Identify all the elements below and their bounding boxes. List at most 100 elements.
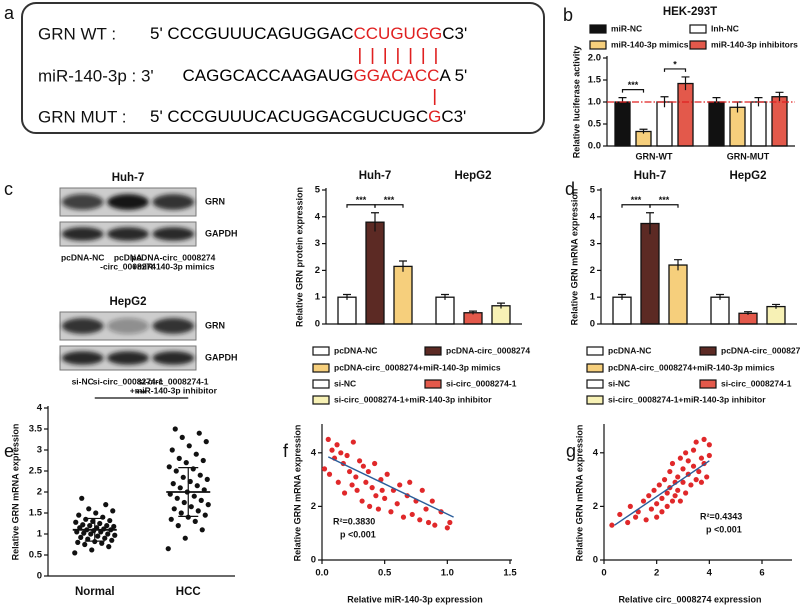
data-point xyxy=(423,506,429,512)
legend-label: miR-140-3p mimics xyxy=(611,39,689,49)
data-point xyxy=(205,502,211,508)
data-point xyxy=(109,537,115,543)
bar xyxy=(750,101,767,147)
y-tick-label: 2.5 xyxy=(29,466,43,477)
data-point xyxy=(664,490,670,496)
data-point xyxy=(419,487,425,493)
y-axis-label: Relative GRN mRNA expression xyxy=(574,425,584,562)
sequence-segment: C3' xyxy=(442,24,467,43)
data-point xyxy=(643,517,649,523)
lane-label: si-circ_0008274-1 xyxy=(138,376,209,386)
x-tick-label: 0.0 xyxy=(315,568,328,579)
sequence-segment: G xyxy=(428,107,441,126)
data-point xyxy=(177,485,183,491)
data-point xyxy=(369,485,375,491)
x-axis-label: Relative miR-140-3p expression xyxy=(347,594,483,604)
data-point xyxy=(701,436,707,442)
data-point xyxy=(693,477,699,483)
bar xyxy=(491,305,511,325)
panel-label: a xyxy=(4,3,15,23)
error-bar xyxy=(772,303,780,309)
blot-band xyxy=(152,318,195,334)
data-point xyxy=(78,534,84,540)
data-point xyxy=(667,468,673,475)
data-point xyxy=(400,514,407,520)
data-point xyxy=(200,457,206,464)
data-point xyxy=(677,498,683,504)
sd-bar xyxy=(178,467,199,517)
data-point xyxy=(86,506,92,512)
data-point xyxy=(90,518,96,525)
data-point xyxy=(334,442,340,448)
x-tick-label: 0.5 xyxy=(378,568,392,579)
bar xyxy=(668,264,688,325)
data-point xyxy=(685,458,691,464)
blot-band xyxy=(61,194,104,210)
bar xyxy=(612,296,632,325)
data-point xyxy=(103,502,109,508)
legend-swatch xyxy=(312,363,330,373)
protein-label: GRN xyxy=(205,320,225,330)
x-tick-label: 4 xyxy=(707,568,713,579)
data-point xyxy=(654,514,660,520)
legend-label: pcDNA-circ_0008274+miR-140-3p mimics xyxy=(608,362,775,372)
data-point xyxy=(346,468,353,475)
significance-label: *** xyxy=(631,195,642,205)
data-point xyxy=(353,474,359,480)
lane-label: si-NC xyxy=(72,376,94,386)
data-point xyxy=(447,519,453,526)
data-point xyxy=(633,514,639,520)
data-point xyxy=(664,503,670,509)
sequence-segment: CAGGCACCAAGAUG xyxy=(183,66,354,85)
data-point xyxy=(202,512,208,518)
lane-label: pcDNA-circ_0008274 xyxy=(131,252,215,262)
legend-swatch xyxy=(586,346,604,356)
lane-label: +miR-140-3p inhibitor xyxy=(130,385,218,395)
data-point xyxy=(106,544,112,550)
sequence-segment: 5' CCCGUUUCAGUGGAC xyxy=(150,24,354,43)
significance-label: *** xyxy=(628,80,639,90)
legend-label: si-NC xyxy=(608,378,630,388)
data-point xyxy=(640,498,647,504)
data-point xyxy=(325,436,331,442)
category-label: GRN-WT xyxy=(636,151,673,161)
x-tick-label: 0 xyxy=(601,568,606,579)
cell-line-label: HepG2 xyxy=(109,296,146,308)
error-bar xyxy=(618,293,626,300)
x-axis-label: Relative circ_0008274 expression xyxy=(618,594,761,604)
error-bar xyxy=(674,259,682,271)
data-point xyxy=(88,531,94,537)
y-axis-label: Relative GRN protein expression xyxy=(294,187,304,327)
legend-label: pcDNA-circ_0008274 xyxy=(721,345,800,355)
data-point xyxy=(432,522,438,528)
category-label: HepG2 xyxy=(454,170,491,182)
legend-label: miR-140-3p inhibitors xyxy=(711,39,798,49)
data-point xyxy=(690,447,697,453)
legend-swatch xyxy=(312,346,330,356)
data-point xyxy=(661,477,668,483)
significance-label: *** xyxy=(659,195,670,205)
panel-label: g xyxy=(566,441,576,461)
data-point xyxy=(175,523,181,529)
sequence-row-label: miR-140-3p : 3' xyxy=(38,66,154,85)
data-point xyxy=(706,442,712,448)
legend-label: pcDNA-NC xyxy=(608,345,651,355)
legend-label: pcDNA-circ_0008274+miR-140-3p mimics xyxy=(334,362,501,372)
data-point xyxy=(82,541,88,548)
data-point xyxy=(693,439,699,445)
data-point xyxy=(651,487,657,493)
data-point xyxy=(367,503,373,509)
panel-label: b xyxy=(563,5,573,25)
data-point xyxy=(191,493,197,499)
y-tick-label: 1 xyxy=(37,529,43,540)
blot-band xyxy=(152,194,195,210)
data-point xyxy=(609,522,615,528)
category-label: Normal xyxy=(75,586,115,598)
data-point xyxy=(360,463,366,469)
data-point xyxy=(425,519,432,526)
legend-swatch xyxy=(699,346,717,356)
data-point xyxy=(176,455,182,461)
y-tick-label: 2 xyxy=(593,501,598,512)
data-point xyxy=(179,434,185,440)
error-bar xyxy=(716,293,724,300)
